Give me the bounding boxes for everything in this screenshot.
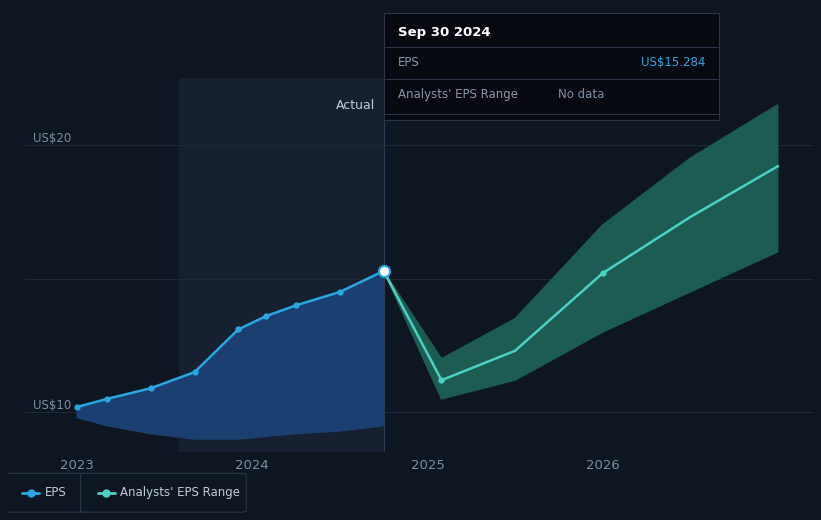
Text: US$10: US$10 xyxy=(34,399,71,412)
Text: EPS: EPS xyxy=(44,486,67,499)
Text: Analysts Forecasts: Analysts Forecasts xyxy=(392,99,509,112)
Text: Analysts' EPS Range: Analysts' EPS Range xyxy=(121,486,241,499)
Text: US$15.284: US$15.284 xyxy=(641,56,706,69)
Text: Sep 30 2024: Sep 30 2024 xyxy=(397,26,490,39)
FancyBboxPatch shape xyxy=(80,473,246,512)
Text: Actual: Actual xyxy=(336,99,375,112)
Text: US$20: US$20 xyxy=(34,132,71,145)
Text: Analysts' EPS Range: Analysts' EPS Range xyxy=(397,87,517,101)
Text: No data: No data xyxy=(558,87,605,101)
Bar xyxy=(179,78,383,452)
FancyBboxPatch shape xyxy=(5,473,88,512)
Text: EPS: EPS xyxy=(397,56,420,69)
Polygon shape xyxy=(77,271,383,439)
Polygon shape xyxy=(383,105,777,399)
